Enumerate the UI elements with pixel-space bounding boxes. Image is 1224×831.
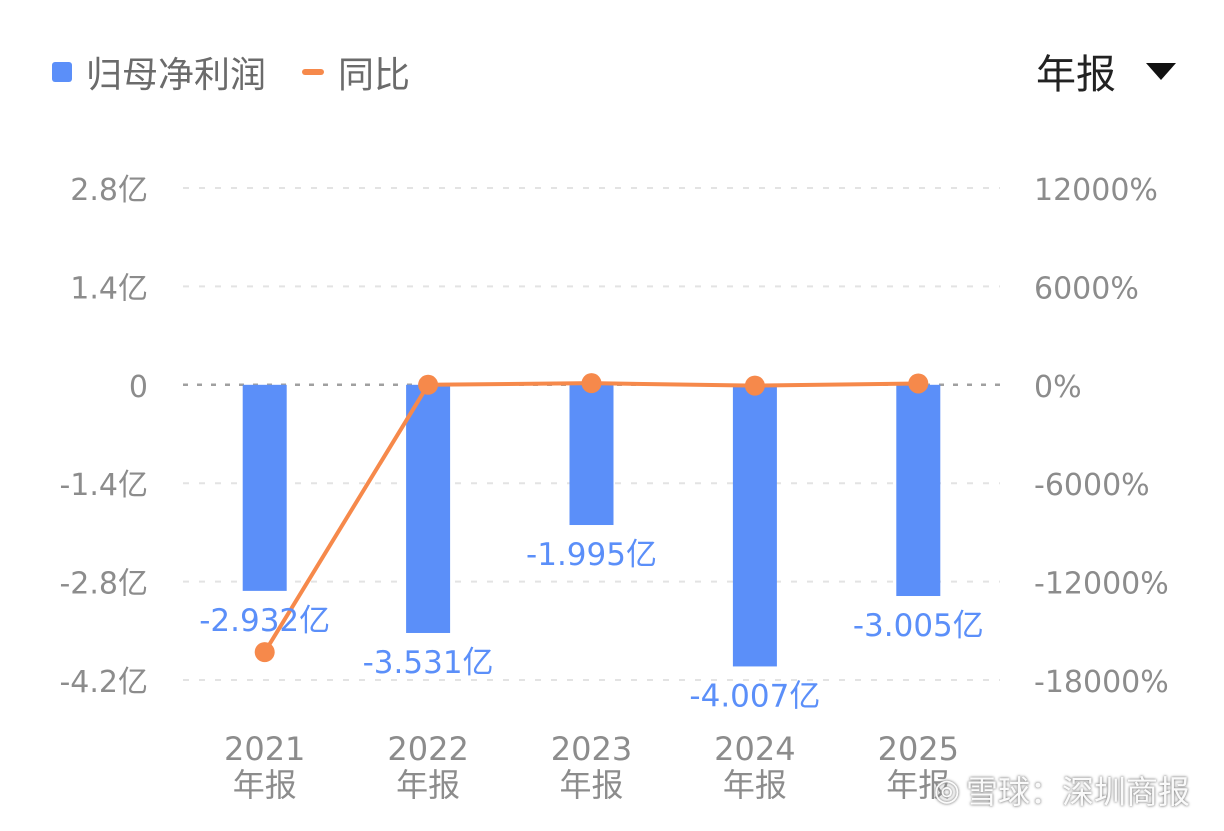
legend-swatch-bar: [52, 62, 72, 82]
point-yoy-1: [254, 642, 275, 663]
watermark-text: 雪球：深圳商报: [965, 773, 1190, 811]
bar-value-label: -4.007亿: [689, 678, 820, 714]
bar-value-label: -3.005亿: [853, 608, 984, 644]
y-left-tick-label: 2.8亿: [70, 173, 148, 208]
bar-net-profit-4: [732, 384, 777, 667]
bar-net-profit-1: [242, 384, 287, 591]
period-selector[interactable]: 年报: [1036, 42, 1176, 100]
y-left-tick-label: -4.2亿: [59, 665, 148, 700]
bar-net-profit-5: [896, 384, 941, 597]
legend-swatch-line: [302, 69, 325, 75]
legend-item-net-profit[interactable]: 归母净利润: [52, 46, 266, 98]
y-right-tick-label: 6000%: [1034, 271, 1139, 306]
y-left-tick-label: 1.4亿: [70, 271, 148, 306]
x-tick-label: 2021 年报: [224, 730, 305, 804]
point-yoy-3: [581, 373, 602, 394]
y-left-tick-label: -1.4亿: [59, 468, 148, 503]
bar-net-profit-3: [569, 384, 614, 526]
x-tick-label: 2022 年报: [387, 730, 468, 804]
x-tick-label: 2024 年报: [714, 730, 795, 804]
y-right-tick-label: 12000%: [1034, 173, 1158, 208]
bar-net-profit-2: [406, 384, 451, 633]
y-right-tick-label: 0%: [1034, 370, 1082, 405]
y-right-tick-label: -12000%: [1034, 567, 1169, 602]
bar-value-label: -1.995亿: [526, 537, 657, 573]
y-right-tick-label: -6000%: [1034, 468, 1150, 503]
x-tick-label: 2025 年报: [878, 730, 959, 804]
y-right-tick-label: -18000%: [1034, 665, 1169, 700]
bar-value-label: -3.531亿: [363, 645, 494, 681]
x-tick-label: 2023 年报: [551, 730, 632, 804]
y-left-tick-label: -2.8亿: [59, 567, 148, 602]
legend-label-net-profit: 归母净利润: [86, 55, 267, 96]
watermark: ◎ 雪球：深圳商报: [934, 767, 1190, 813]
period-selector-label: 年报: [1036, 52, 1116, 98]
legend-item-yoy[interactable]: 同比: [302, 46, 410, 98]
bar-value-label: -2.932亿: [199, 603, 330, 639]
point-yoy-4: [744, 375, 765, 396]
y-left-tick-label: 0: [129, 370, 148, 405]
chart-legend: 归母净利润 同比: [52, 46, 436, 98]
point-yoy-2: [418, 374, 439, 395]
legend-label-yoy: 同比: [338, 55, 411, 96]
point-yoy-5: [908, 373, 929, 394]
snowball-logo-icon: ◎: [933, 772, 960, 808]
caret-down-icon: [1146, 62, 1176, 80]
